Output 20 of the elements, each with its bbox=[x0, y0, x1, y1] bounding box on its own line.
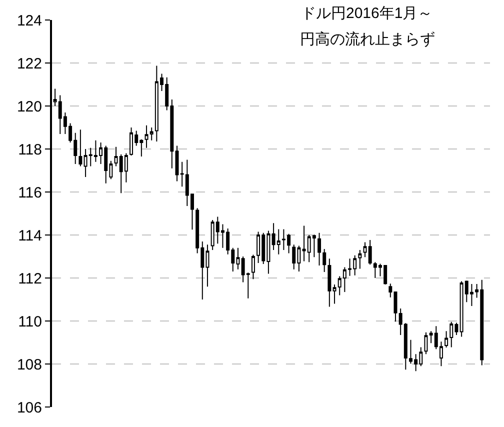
candlestick bbox=[318, 232, 322, 266]
annotation: 円高の流れ止まらず bbox=[300, 31, 435, 48]
y-tick-label: 106 bbox=[16, 399, 42, 416]
candlestick bbox=[180, 161, 184, 188]
y-tick-label: 108 bbox=[16, 356, 42, 374]
y-tick-label: 110 bbox=[18, 313, 42, 330]
y-tick-label: 122 bbox=[16, 55, 42, 72]
y-tick-label: 112 bbox=[18, 270, 42, 288]
y-tick-label: 120 bbox=[16, 98, 42, 116]
y-tick-label: 114 bbox=[18, 227, 42, 244]
candlestick bbox=[322, 248, 326, 272]
candlestick bbox=[328, 258, 332, 308]
y-tick-label: 124 bbox=[16, 12, 42, 30]
y-tick-label: 118 bbox=[18, 141, 42, 158]
candlestick bbox=[175, 145, 179, 182]
candlestick bbox=[251, 254, 255, 280]
annotation: ドル円2016年1月～ bbox=[301, 5, 433, 22]
candlestick bbox=[78, 129, 82, 167]
candlestick bbox=[424, 332, 428, 355]
y-tick-label: 116 bbox=[18, 184, 42, 202]
